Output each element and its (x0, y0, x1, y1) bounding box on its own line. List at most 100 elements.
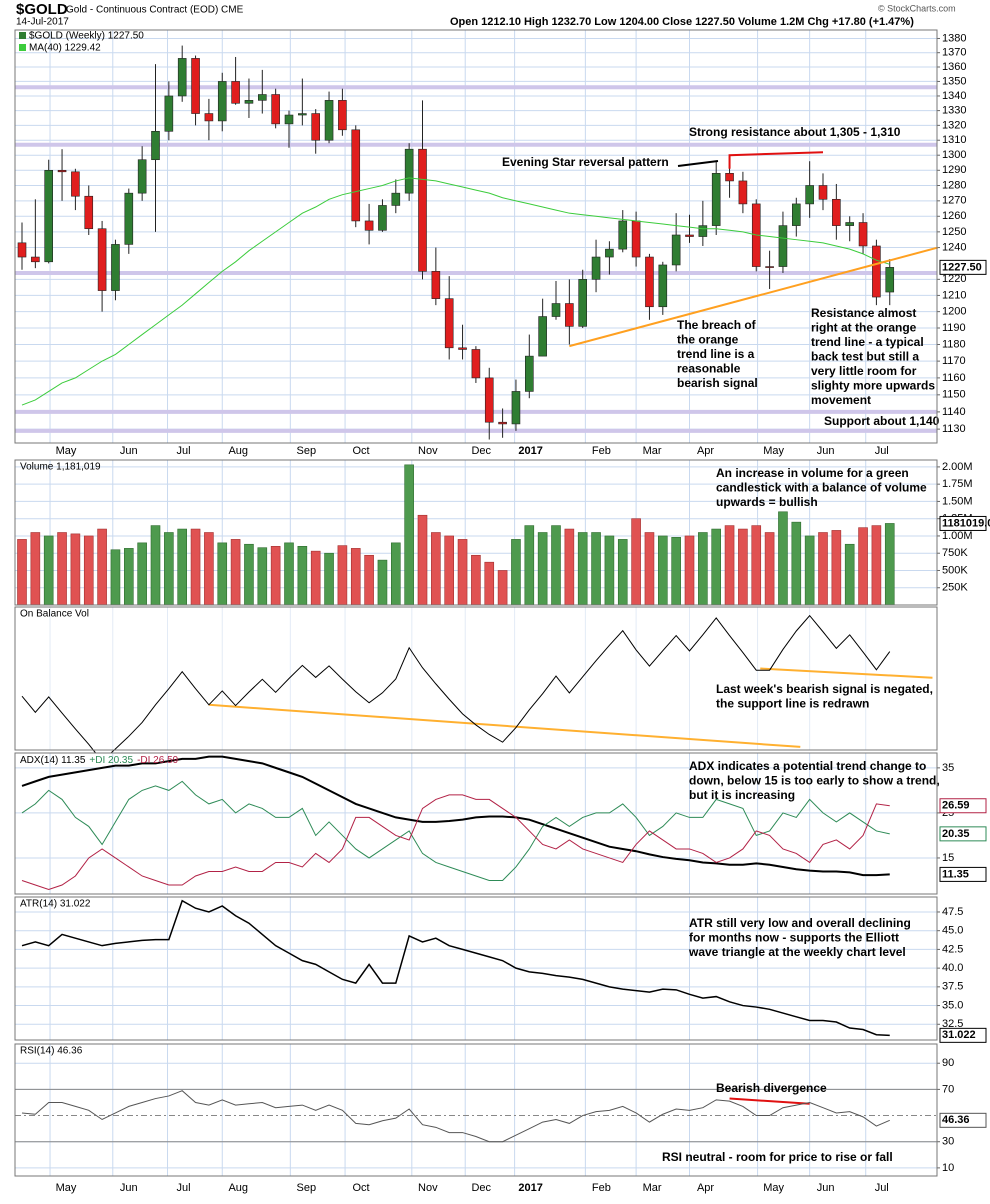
candle-body (71, 171, 80, 197)
y-tick-label: 70 (942, 1083, 954, 1095)
y-tick-label: 1380 (942, 32, 966, 44)
volume-bar (83, 535, 94, 606)
volume-bar (244, 543, 254, 606)
y-tick-label: 1200 (942, 306, 966, 318)
candle-body (44, 169, 54, 263)
candle-body (471, 349, 481, 379)
value-label-box (939, 866, 987, 882)
candle-body (231, 81, 240, 104)
y-tick-label: 1220 (942, 273, 966, 285)
annotation: right at the orange (811, 321, 917, 335)
volume-bar (591, 532, 601, 606)
candle-body (204, 113, 214, 122)
panel-background (15, 1044, 937, 1176)
candle-body (698, 225, 708, 237)
y-tick-label: 30 (942, 1136, 954, 1148)
series-line (21, 177, 890, 406)
annotation: the orange (677, 333, 739, 347)
volume-bar (177, 528, 187, 606)
candle-body (778, 225, 788, 267)
x-tick-label: Jun (120, 1182, 138, 1194)
volume-bar (284, 542, 294, 606)
annotation: reasonable (677, 362, 741, 376)
volume-bar (764, 532, 775, 606)
volume-bar (364, 554, 374, 606)
volume-bar (164, 532, 174, 606)
candle-body (885, 267, 895, 293)
value-label-box (939, 1027, 987, 1043)
candle-body (671, 234, 681, 266)
value-label-box (939, 1112, 987, 1128)
legend-label: -DI 26.59 (137, 755, 179, 766)
annotation: ATR still very low and overall declining (689, 916, 911, 930)
volume-bar (404, 464, 414, 606)
value-label: 31.022 (942, 1029, 976, 1041)
y-tick-label: 1.75M (942, 478, 973, 490)
volume-bar (297, 546, 308, 606)
y-tick-label: 1170 (942, 355, 966, 367)
candle-body (511, 391, 521, 425)
annotation: for months now - supports the Elliott (689, 931, 899, 945)
candle-body (711, 173, 721, 226)
y-tick-label: 32.5 (942, 1018, 963, 1030)
y-tick-label: 1350 (942, 75, 966, 87)
candle-body (845, 222, 855, 226)
date: 14-Jul-2017 (16, 17, 69, 28)
divergence-line (729, 1097, 810, 1105)
volume-bar (310, 550, 321, 606)
candle-body (124, 192, 134, 245)
candle-body (97, 228, 107, 291)
volume-bar (884, 523, 895, 606)
annotation: very little room for (811, 364, 917, 378)
candle-body (805, 185, 814, 205)
y-tick-label: 1140 (942, 406, 966, 418)
candle-body (524, 355, 534, 392)
volume-bar (377, 559, 388, 606)
y-tick-label: 35 (942, 762, 954, 774)
panel-title: RSI(14) 46.36 (20, 1046, 83, 1057)
y-tick-label: 45.0 (942, 925, 963, 937)
volume-bar (484, 561, 495, 606)
value-label: 26.59 (942, 800, 970, 812)
y-tick-label: 10 (942, 1162, 954, 1174)
y-tick-label: 15 (942, 852, 954, 864)
candle-body (364, 220, 374, 231)
trend-line (569, 246, 939, 348)
credit: © StockCharts.com (878, 3, 956, 13)
y-tick-label: 37.5 (942, 981, 963, 993)
y-tick-label: 1240 (942, 241, 966, 253)
candle-body (351, 129, 361, 222)
volume-bar (871, 525, 882, 606)
volume-bar (204, 532, 214, 606)
candle-body (591, 256, 601, 280)
series-line (21, 899, 890, 1037)
panel-title: ATR(14) 31.022 (20, 899, 91, 910)
panel-title: On Balance Vol (20, 609, 89, 620)
volume-bar (778, 511, 788, 606)
x-tick-label: Apr (697, 445, 714, 457)
series-line (21, 614, 891, 762)
volume-bar (57, 532, 67, 606)
x-tick-label: Jul (176, 445, 190, 457)
volume-bar (858, 527, 868, 606)
x-tick-label: Jun (817, 1182, 835, 1194)
x-tick-label: Sep (297, 445, 317, 457)
candle-body (551, 303, 561, 317)
candle-body (618, 220, 628, 250)
annotation: ADX indicates a potential trend change t… (689, 759, 926, 773)
y-tick-label: 1270 (942, 195, 966, 207)
volume-bar (30, 532, 41, 606)
volume-bar (471, 554, 481, 606)
x-tick-label: Sep (297, 1182, 317, 1194)
y-tick-label: 2.00M (942, 461, 973, 473)
x-tick-label: Mar (643, 445, 662, 457)
y-tick-label: 47.5 (942, 906, 963, 918)
annotation: wave triangle at the weekly chart level (688, 945, 906, 959)
x-tick-label: Feb (592, 445, 611, 457)
volume-bar (537, 532, 548, 606)
annotation: the support line is redrawn (716, 697, 869, 711)
quote: Open 1212.10 High 1232.70 Low 1204.00 Cl… (450, 16, 914, 28)
y-tick-label: 1330 (942, 105, 966, 117)
x-tick-label: Dec (471, 445, 491, 457)
